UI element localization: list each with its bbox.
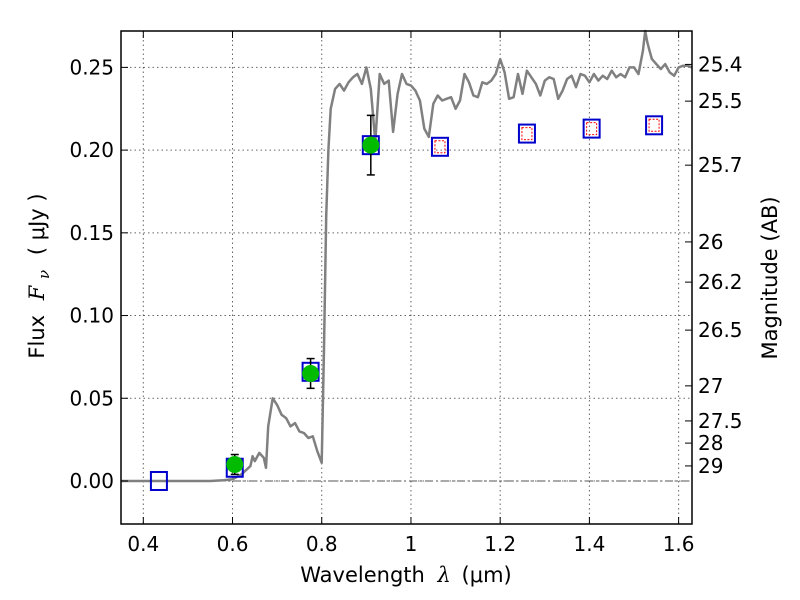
axis-ticks: 0.4 0.6 0.8 1 1.2 1.4 1.6 0.00 0.05 0.10 0.15 0.20 0… [69, 31, 743, 556]
model-flux-box [517, 123, 536, 144]
grid-lines [121, 31, 692, 524]
upper-limit-marker [434, 140, 446, 154]
x-tick-label: 1.2 [484, 532, 516, 556]
y-tick-label: 0.00 [69, 469, 114, 493]
upper-limit-marker [521, 127, 533, 141]
y-tick-label: 0.15 [69, 221, 114, 245]
y-tick-label: 0.25 [69, 55, 114, 79]
y-axis-label-subscript: ν [35, 270, 53, 279]
model-flux-box [645, 115, 664, 136]
plot-frame [120, 30, 693, 525]
y-axis-label-unit: ( μJy ) [25, 193, 49, 255]
y-tick-label: 0.20 [69, 138, 114, 162]
x-tick-label: 0.6 [217, 532, 249, 556]
x-axis-label: Wavelength λ (μm) [300, 563, 511, 587]
x-tick-label: 1 [405, 532, 418, 556]
y2-axis-label: Magnitude (AB) [758, 196, 782, 359]
upper-limit-marker [586, 122, 598, 136]
y-axis-label-prefix: Flux [25, 315, 49, 359]
y2-tick-label: 25.4 [698, 52, 743, 76]
model-flux-box [149, 470, 168, 491]
observed-flux-point [362, 136, 380, 154]
y2-tick-label: 27.5 [698, 409, 743, 433]
x-tick-label: 0.8 [306, 532, 338, 556]
y-axis-label: Flux F ν ( μJy ) [25, 193, 54, 358]
y2-tick-label: 28 [698, 431, 723, 455]
y2-tick-label: 25.5 [698, 89, 743, 113]
model-spectrum-layer [121, 29, 693, 483]
data-points-layer [149, 114, 664, 491]
y-axis-label-symbol: F [25, 284, 49, 301]
y2-tick-label: 26.5 [698, 318, 743, 342]
x-axis-label-unit: (μm) [462, 563, 512, 587]
y2-tick-label: 26 [698, 230, 723, 254]
model-flux-box [430, 136, 449, 157]
x-axis-label-symbol: λ [437, 563, 451, 587]
y2-tick-label: 27 [698, 374, 723, 398]
observed-flux-point [226, 455, 244, 473]
model-flux-box [582, 118, 601, 139]
y-tick-label: 0.10 [69, 304, 114, 328]
y-tick-label: 0.05 [69, 386, 114, 410]
x-axis-label-prefix: Wavelength [300, 563, 425, 587]
y2-tick-label: 26.2 [698, 270, 743, 294]
observed-flux-point [302, 364, 320, 382]
x-tick-label: 1.6 [663, 532, 695, 556]
x-tick-label: 1.4 [573, 532, 605, 556]
y2-tick-label: 25.7 [698, 153, 743, 177]
x-tick-label: 0.4 [127, 532, 159, 556]
model-spectrum-line [121, 29, 693, 483]
upper-limit-marker [648, 118, 660, 132]
y2-tick-label: 29 [698, 454, 723, 478]
